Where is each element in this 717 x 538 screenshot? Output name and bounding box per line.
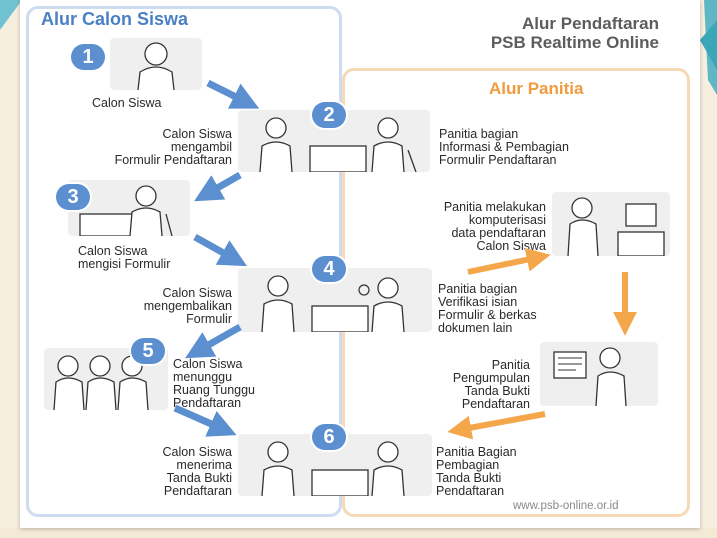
label-line: mengisi Formulir <box>78 257 171 271</box>
label-line: Panitia <box>491 358 530 372</box>
person-icon <box>261 275 295 332</box>
person-icon <box>371 117 417 172</box>
label-line: Calon Siswa <box>162 286 232 300</box>
desk-icon <box>309 145 367 172</box>
label-line: Formulir Pendaftaran <box>114 153 232 167</box>
step-4-student-label: Calon Siswa mengembalikan Formulir <box>50 287 232 326</box>
label-line: Ruang Tunggu <box>173 383 256 397</box>
label-line: Pendaftaran <box>436 484 505 498</box>
step-2-illustration <box>238 110 430 172</box>
label-line: Panitia Bagian <box>436 445 517 459</box>
desk-icon <box>311 469 369 496</box>
step-3-badge: 3 <box>56 184 90 210</box>
student-flow-heading: Alur Calon Siswa <box>35 9 195 30</box>
title-line-1: Alur Pendaftaran <box>522 14 659 33</box>
document-icon <box>553 351 587 379</box>
committee-flow-heading: Alur Panitia <box>483 79 590 99</box>
person-icon <box>129 185 173 236</box>
person-icon <box>371 441 405 496</box>
person-icon <box>117 355 149 410</box>
label-line: Verifikasi isian <box>438 295 518 309</box>
step-2-badge: 2 <box>312 102 346 128</box>
step-1-illustration <box>110 38 202 90</box>
person-icon <box>137 42 175 90</box>
label-line: Tanda Bukti <box>464 384 530 398</box>
page-title: Alur Pendaftaran PSB Realtime Online <box>393 14 659 52</box>
computer-icon <box>617 203 665 256</box>
label-line: Panitia bagian <box>439 127 519 141</box>
label-line: Formulir <box>186 312 232 326</box>
step-3-illustration <box>68 180 190 236</box>
step-1-badge: 1 <box>71 44 105 70</box>
collect-label: Panitia Pengumpulan Tanda Bukti Pendafta… <box>350 359 530 411</box>
label-line: menunggu <box>173 370 233 384</box>
label-line: Tanda Bukti <box>436 471 502 485</box>
label-line: Calon Siswa <box>78 244 148 258</box>
label-line: Informasi & Pembagian <box>439 140 569 154</box>
computerize-illustration <box>552 192 670 256</box>
step-1-label: Calon Siswa <box>92 96 162 110</box>
label-line: data pendaftaran <box>451 226 546 240</box>
person-icon <box>567 197 599 256</box>
person-icon <box>261 441 295 496</box>
label-line: Pendaftaran <box>163 484 232 498</box>
step-3-label: Calon Siswa mengisi Formulir <box>78 245 170 271</box>
step-4-committee-label: Panitia bagian Verifikasi isian Formulir… <box>438 283 537 335</box>
label-line: Pendaftaran <box>173 396 242 410</box>
collect-illustration <box>540 342 658 406</box>
computerize-label: Panitia melakukan komputerisasi data pen… <box>370 201 546 253</box>
step-6-badge: 6 <box>312 424 346 450</box>
person-icon <box>595 347 627 406</box>
label-line: Pengumpulan <box>452 371 530 385</box>
label-line: Calon Siswa <box>162 445 232 459</box>
title-line-2: PSB Realtime Online <box>490 33 659 52</box>
label-line: Calon Siswa <box>162 127 232 141</box>
label-line: Panitia melakukan <box>443 200 546 214</box>
label-line: mengembalikan <box>143 299 232 313</box>
label-line: komputerisasi <box>468 213 546 227</box>
label-line: Formulir & berkas <box>438 308 537 322</box>
step-2-student-label: Calon Siswa mengambil Formulir Pendaftar… <box>50 128 232 167</box>
step-6-committee-label: Panitia Bagian Pembagian Tanda Bukti Pen… <box>436 446 517 498</box>
step-5-badge: 5 <box>131 338 165 364</box>
label-line: Tanda Bukti <box>166 471 232 485</box>
label-line: mengambil <box>170 140 232 154</box>
desk-icon <box>311 305 369 332</box>
person-icon <box>358 277 405 332</box>
person-icon <box>259 117 293 172</box>
label-line: Calon Siswa <box>173 357 243 371</box>
label-line: Formulir Pendaftaran <box>439 153 557 167</box>
label-line: Calon Siswa <box>476 239 546 253</box>
person-icon <box>85 355 117 410</box>
step-4-illustration <box>238 268 432 332</box>
label-line: Panitia bagian <box>438 282 518 296</box>
footer-url: www.psb-online.or.id <box>513 500 619 512</box>
person-icon <box>53 355 85 410</box>
label-line: Pembagian <box>436 458 500 472</box>
step-6-student-label: Calon Siswa menerima Tanda Bukti Pendaft… <box>50 446 232 498</box>
step-4-badge: 4 <box>312 256 346 282</box>
label-line: dokumen lain <box>438 321 513 335</box>
step-5-label: Calon Siswa menunggu Ruang Tunggu Pendaf… <box>173 358 255 410</box>
label-line: Pendaftaran <box>461 397 530 411</box>
label-line: menerima <box>176 458 232 472</box>
desk-icon <box>79 213 137 236</box>
step-2-committee-label: Panitia bagian Informasi & Pembagian For… <box>439 128 569 167</box>
